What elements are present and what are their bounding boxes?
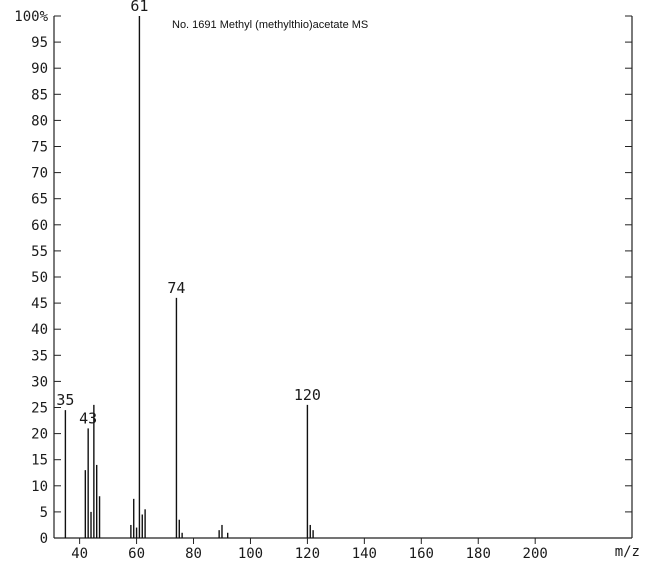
peak-labels: 35 43 61 74 120 [56,0,321,427]
peak-label: 74 [167,279,185,297]
peak-label: 35 [56,391,74,409]
y-tick-label: 75 [31,140,48,156]
x-tick-label: 140 [352,546,377,562]
y-tick-label: 55 [31,244,48,260]
y-tick-label: 15 [31,453,48,469]
y-tick-label: 100% [14,9,48,25]
y-tick-label: 60 [31,218,48,234]
axes: 0 5 10 15 20 25 30 35 40 45 50 55 60 65 70 75 80 85 90 95 10… [14,9,633,562]
x-axis-label: m/z [615,544,640,560]
peaks [64,16,314,538]
y-tick-label: 40 [31,322,48,338]
y-tick-label: 25 [31,401,48,417]
peak-label: 43 [79,409,97,427]
y-tick-label: 70 [31,166,48,182]
y-tick-label: 20 [31,427,48,443]
x-tick-label: 80 [185,546,202,562]
y-tick-label: 45 [31,296,48,312]
x-tick-label: 120 [295,546,320,562]
y-tick-label: 65 [31,192,48,208]
x-tick-label: 60 [128,546,145,562]
x-tick-label: 200 [523,546,548,562]
peak-label: 120 [294,386,321,404]
y-tick-label: 80 [31,113,48,129]
y-tick-label: 50 [31,270,48,286]
y-tick-label: 95 [31,35,48,51]
chart-title: No. 1691 Methyl (methylthio)acetate MS [172,19,368,31]
x-tick-label: 100 [238,546,263,562]
y-tick-label: 85 [31,87,48,103]
y-tick-label: 0 [40,531,48,547]
y-tick-label: 35 [31,348,48,364]
x-tick-label: 180 [466,546,491,562]
y-tick-label: 90 [31,61,48,77]
y-tick-label: 10 [31,479,48,495]
x-tick-label: 160 [409,546,434,562]
x-tick-label: 40 [71,546,88,562]
peak-label: 61 [130,0,148,15]
y-tick-label: 30 [31,374,48,390]
y-tick-label: 5 [40,505,48,521]
